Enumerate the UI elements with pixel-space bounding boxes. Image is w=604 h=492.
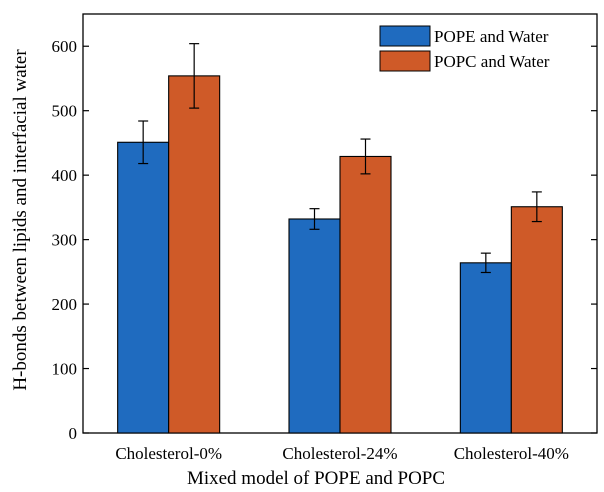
y-tick-label: 500 [52, 102, 78, 121]
legend-swatch [379, 25, 431, 47]
x-category-label: Cholesterol-24% [282, 444, 397, 463]
y-tick-label: 600 [52, 37, 78, 56]
y-tick-label: 100 [52, 360, 78, 379]
x-category-label: Cholesterol-0% [115, 444, 222, 463]
legend-swatch [379, 50, 431, 72]
plot-area: 0 100 200 300 400 500 600 Cholesterol-0% Cholest… [52, 13, 598, 463]
y-tick-label: 400 [52, 166, 78, 185]
bar [339, 155, 392, 434]
y-axis-title: H-bonds between lipids and interfacial w… [10, 49, 31, 391]
y-tick-label: 300 [52, 231, 78, 250]
y-tick-label: 0 [69, 424, 78, 443]
legend-label: POPE and Water [434, 27, 549, 46]
bar [168, 75, 221, 434]
bar [459, 262, 512, 434]
legend: POPE and Water POPC and Water [379, 25, 550, 72]
legend-label: POPC and Water [434, 52, 550, 71]
bar [288, 218, 341, 434]
bar [510, 206, 563, 434]
y-tick-label: 200 [52, 295, 78, 314]
bar [117, 141, 170, 434]
x-category-label: Cholesterol-40% [454, 444, 569, 463]
x-axis-title: Mixed model of POPE and POPC [187, 468, 445, 489]
